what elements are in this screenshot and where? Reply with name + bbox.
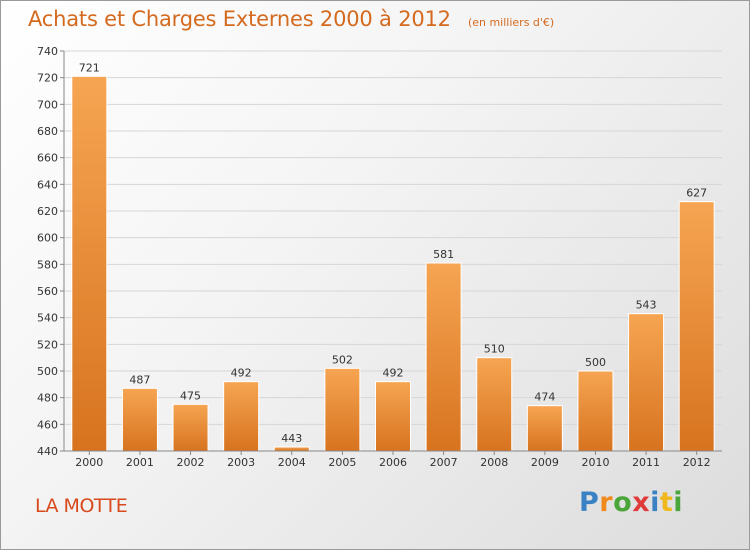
bar-2001 [121,387,158,452]
chart-title: Achats et Charges Externes 2000 à 2012 [28,7,451,31]
bar-2003 [223,381,260,452]
data-label-2006: 492 [383,367,404,380]
x-tick-label-2009: 2009 [531,456,559,469]
x-tick-label-2003: 2003 [227,456,255,469]
proxiti-logo[interactable]: Proxiti [579,487,684,518]
bar-2010 [577,370,614,452]
x-tick-label-2001: 2001 [126,456,154,469]
y-tick-label: 700 [37,98,58,111]
data-label-2002: 475 [180,389,201,402]
y-tick-label: 680 [37,125,58,138]
x-tick-label-2002: 2002 [177,456,205,469]
bar-2007 [425,262,462,452]
y-tick-label: 460 [37,418,58,431]
bar-2004 [273,446,310,452]
y-tick-label: 640 [37,178,58,191]
x-tick-label-2008: 2008 [480,456,508,469]
bar-2009 [526,405,563,452]
x-axis: 2000 2001 2002 2003 2004 2005 2006 2007 2008 2009… [64,450,722,469]
chart-subtitle: (en milliers d'€) [467,16,555,29]
x-tick-label-2004: 2004 [278,456,306,469]
title-row: Achats et Charges Externes 2000 à 2012 (… [28,7,554,31]
data-label-2010: 500 [585,356,606,369]
x-tick-label-2000: 2000 [75,456,103,469]
data-label-2005: 502 [332,353,353,366]
data-label-2001: 487 [129,373,150,386]
place-name: LA MOTTE [35,495,128,517]
bar-2008 [476,357,513,452]
data-label-2004: 443 [281,432,302,445]
y-tick-label: 480 [37,392,58,405]
x-tick-label-2005: 2005 [328,456,356,469]
x-tick-label-2010: 2010 [581,456,609,469]
data-label-2007: 581 [433,248,454,261]
y-tick-label: 620 [37,205,58,218]
data-label-2011: 543 [636,299,657,312]
data-label-2008: 510 [484,343,505,356]
y-tick-label: 500 [37,365,58,378]
bar-2005 [324,367,361,452]
bar-2000 [71,75,108,452]
x-tick-label-2006: 2006 [379,456,407,469]
y-axis: 440 460 480 500 520 540 560 580 600 620 640 660 680 7… [37,45,65,458]
bar-2011 [628,313,665,452]
y-tick-label: 600 [37,232,58,245]
y-tick-label: 560 [37,285,58,298]
bar-2006 [375,381,411,452]
x-tick-label-2012: 2012 [683,456,711,469]
y-tick-label: 660 [37,152,58,165]
x-tick-label-2007: 2007 [430,456,458,469]
data-label-2012: 627 [686,187,707,200]
data-label-2003: 492 [231,367,252,380]
x-tick-label-2011: 2011 [632,456,660,469]
y-tick-label: 440 [37,445,58,458]
data-label-2000: 721 [79,61,100,74]
data-label-2009: 474 [534,391,555,404]
bar-2002 [172,403,209,452]
bars [71,75,715,452]
y-tick-label: 540 [37,312,58,325]
y-tick-label: 580 [37,258,58,271]
y-tick-label: 520 [37,338,58,351]
y-tick-label: 740 [37,45,58,58]
data-labels: 721 487 475 492 443 502 492 581 510 474 500 543 627 [79,61,707,445]
y-tick-label: 720 [37,72,58,85]
bar-2012 [678,201,715,452]
